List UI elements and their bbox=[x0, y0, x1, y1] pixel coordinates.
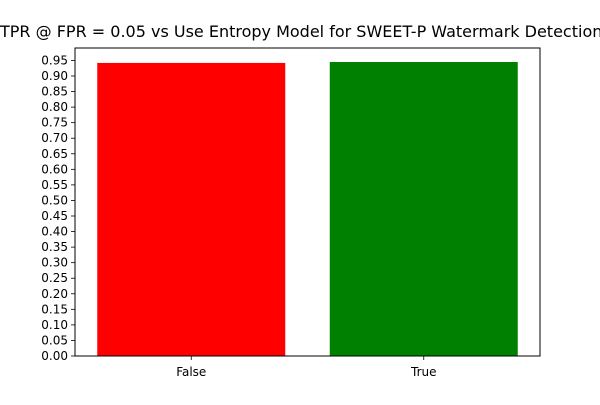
y-tick-label: 0.50 bbox=[41, 193, 68, 207]
y-tick-label: 0.30 bbox=[41, 256, 68, 270]
y-tick-label: 0.10 bbox=[41, 318, 68, 332]
bar-true bbox=[329, 62, 518, 356]
y-tick-label: 0.15 bbox=[41, 302, 68, 316]
y-tick-label: 0.25 bbox=[41, 271, 68, 285]
y-tick-label: 0.80 bbox=[41, 100, 68, 114]
y-tick-label: 0.45 bbox=[41, 209, 68, 223]
y-tick-label: 0.75 bbox=[41, 116, 68, 130]
y-tick-label: 0.90 bbox=[41, 69, 68, 83]
y-tick-label: 0.20 bbox=[41, 287, 68, 301]
y-tick-label: 0.85 bbox=[41, 85, 68, 99]
y-tick-label: 0.65 bbox=[41, 147, 68, 161]
bar-false bbox=[97, 62, 286, 356]
y-tick-label: 0.55 bbox=[41, 178, 68, 192]
y-tick-label: 0.35 bbox=[41, 240, 68, 254]
chart-title: TPR @ FPR = 0.05 vs Use Entropy Model fo… bbox=[0, 22, 600, 41]
x-tick-label: True bbox=[410, 365, 437, 379]
y-tick-label: 0.40 bbox=[41, 225, 68, 239]
x-tick-label: False bbox=[176, 365, 206, 379]
y-tick-label: 0.60 bbox=[41, 162, 68, 176]
y-tick-label: 0.70 bbox=[41, 131, 68, 145]
y-tick-label: 0.95 bbox=[41, 53, 68, 67]
y-tick-label: 0.05 bbox=[41, 333, 68, 347]
plot-frame bbox=[74, 47, 541, 357]
y-tick-label: 0.00 bbox=[41, 349, 68, 363]
